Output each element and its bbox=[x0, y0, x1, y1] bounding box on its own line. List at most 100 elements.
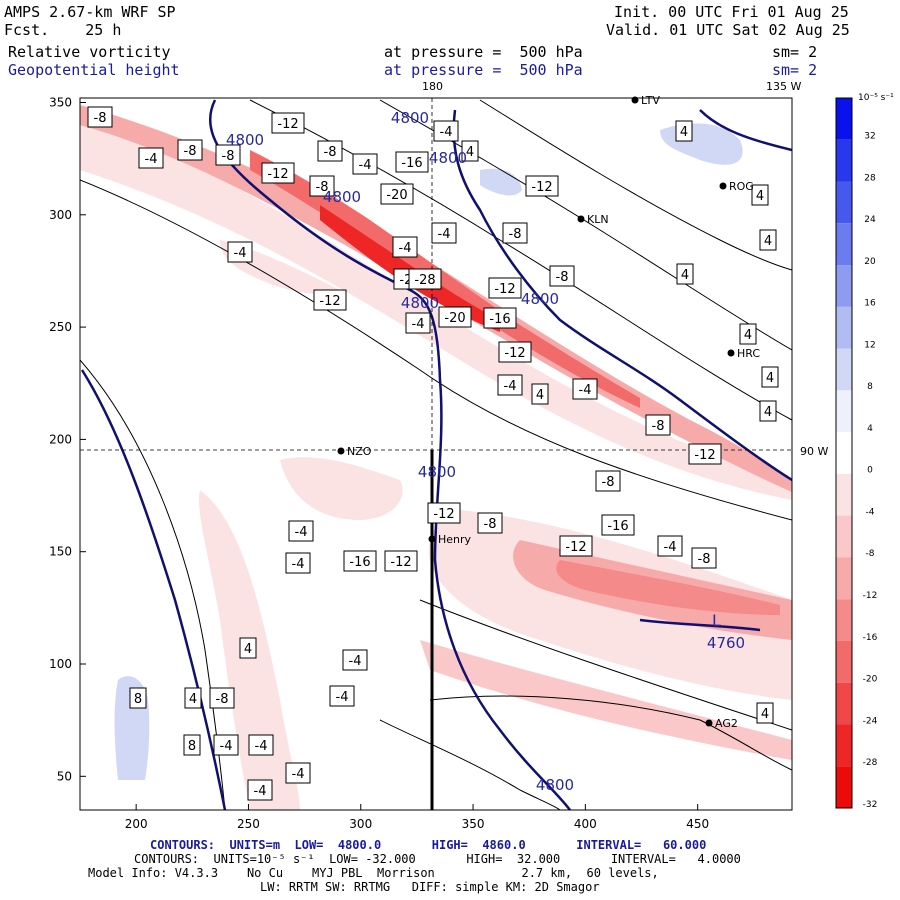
colorbar-label: -28 bbox=[863, 758, 878, 768]
vorticity-contour-label: 4 bbox=[759, 400, 777, 422]
vorticity-contour-label: -4 bbox=[352, 153, 378, 175]
vorticity-contour-label: -8 bbox=[477, 512, 503, 534]
colorbar-label: -4 bbox=[866, 507, 875, 517]
vorticity-contour-label: -28 bbox=[408, 268, 442, 290]
colorbar-label: 24 bbox=[864, 215, 876, 225]
vorticity-contour-label: -16 bbox=[601, 514, 635, 536]
svg-text:4: 4 bbox=[536, 388, 544, 403]
vorticity-contour-label: -4 bbox=[657, 535, 683, 557]
vorticity-contour-label: -12 bbox=[525, 175, 559, 197]
vorticity-contour-label: -8 bbox=[309, 175, 335, 197]
svg-text:-8: -8 bbox=[698, 552, 711, 567]
colorbar-swatch bbox=[836, 390, 852, 433]
valid-time: Valid. 01 UTC Sat 02 Aug 25 bbox=[606, 21, 850, 39]
height-contour-label: 4800 bbox=[226, 131, 264, 149]
height-contour-label: 4800 bbox=[391, 109, 429, 127]
field2-level: at pressure = 500 hPa bbox=[384, 61, 583, 79]
station-marker: NZO bbox=[337, 445, 372, 458]
vorticity-contour-label: -4 bbox=[227, 241, 253, 263]
svg-text:4: 4 bbox=[761, 707, 769, 722]
vorticity-contour-label: -12 bbox=[498, 341, 532, 363]
height-contour-label: 4800 bbox=[418, 463, 456, 481]
y-tick-label: 150 bbox=[49, 545, 72, 559]
svg-text:-4: -4 bbox=[295, 525, 308, 540]
svg-text:-4: -4 bbox=[359, 158, 372, 173]
plot-frame bbox=[79, 97, 793, 811]
height-contour-label: 4800 bbox=[323, 188, 361, 206]
svg-text:HRC: HRC bbox=[737, 347, 760, 360]
vorticity-contour-label: -4 bbox=[405, 312, 431, 334]
vorticity-contour-label: -8 bbox=[215, 144, 241, 166]
svg-text:-12: -12 bbox=[319, 294, 340, 309]
colorbar-frame bbox=[835, 97, 853, 809]
svg-text:4: 4 bbox=[764, 234, 772, 249]
vorticity-contour-label: 4 bbox=[184, 687, 202, 709]
vorticity-contour-label: -4 bbox=[288, 520, 314, 542]
svg-text:ROG: ROG bbox=[729, 180, 754, 193]
svg-text:4: 4 bbox=[244, 642, 252, 657]
svg-text:-12: -12 bbox=[565, 540, 586, 555]
vorticity-contour-label: -16 bbox=[395, 151, 429, 173]
colorbar-swatch bbox=[836, 473, 852, 516]
vorticity-contour-label: -4 bbox=[138, 147, 164, 169]
colorbar-swatch bbox=[836, 265, 852, 307]
station-marker: Henry bbox=[428, 533, 472, 546]
colorbar-unit: 10⁻⁵ s⁻¹ bbox=[858, 93, 894, 103]
vorticity-contour-label: 4 bbox=[761, 366, 779, 388]
svg-text:-12: -12 bbox=[277, 117, 298, 132]
vorticity-contour-label: -4 bbox=[392, 236, 418, 258]
colorbar-swatch bbox=[836, 139, 852, 182]
svg-text:-4: -4 bbox=[254, 784, 267, 799]
vorticity-contour-label: -8 bbox=[595, 470, 621, 492]
axes: 200 250 300 350 400 450 50 100 150 200 250 300 350 bbox=[49, 95, 709, 831]
vorticity-contour-label: 4 bbox=[751, 184, 769, 206]
footer-vorticity-contours: CONTOURS: UNITS=10⁻⁵ s⁻¹ LOW= -32.000 HI… bbox=[134, 852, 741, 866]
colorbar-swatch bbox=[836, 306, 852, 349]
field1-level: at pressure = 500 hPa bbox=[384, 43, 583, 61]
low-marker: L bbox=[712, 611, 721, 630]
colorbar-swatch bbox=[836, 432, 852, 474]
svg-text:-4: -4 bbox=[504, 379, 517, 394]
svg-text:4: 4 bbox=[756, 189, 764, 204]
svg-text:LTV: LTV bbox=[641, 94, 660, 107]
svg-text:-4: -4 bbox=[399, 241, 412, 256]
vorticity-contour-label: -4 bbox=[431, 222, 457, 244]
colorbar-swatch bbox=[836, 515, 852, 558]
vorticity-contour-label: -20 bbox=[438, 306, 472, 328]
svg-text:4: 4 bbox=[680, 125, 688, 140]
vorticity-contour-label: -4 bbox=[572, 378, 598, 400]
svg-text:NZO: NZO bbox=[347, 445, 372, 458]
svg-text:-4: -4 bbox=[292, 557, 305, 572]
x-tick-label: 450 bbox=[686, 817, 709, 831]
height-contour-label: 4800 bbox=[521, 290, 559, 308]
vorticity-contour-label: -12 bbox=[427, 502, 461, 524]
svg-text:-4: -4 bbox=[579, 383, 592, 398]
x-tick-label: 300 bbox=[349, 817, 372, 831]
svg-text:-4: -4 bbox=[440, 125, 453, 140]
svg-text:-12: -12 bbox=[504, 346, 525, 361]
svg-text:-8: -8 bbox=[652, 419, 665, 434]
colorbar-label: -8 bbox=[866, 549, 875, 559]
colorbar-swatch bbox=[836, 640, 852, 683]
vorticity-contour-label: -8 bbox=[177, 139, 203, 161]
colorbar-swatch bbox=[836, 724, 852, 767]
svg-text:-4: -4 bbox=[234, 246, 247, 261]
field1-name: Relative vorticity bbox=[8, 43, 171, 61]
y-tick-label: 300 bbox=[49, 208, 72, 222]
vorticity-contour-label: -4 bbox=[329, 685, 355, 707]
height-contour-label: 4800 bbox=[429, 149, 467, 167]
x-tick-label: 250 bbox=[237, 817, 260, 831]
vorticity-contour-label: -12 bbox=[313, 289, 347, 311]
svg-text:-12: -12 bbox=[494, 282, 515, 297]
svg-text:-4: -4 bbox=[438, 227, 451, 242]
svg-text:-12: -12 bbox=[390, 555, 411, 570]
svg-text:-4: -4 bbox=[349, 654, 362, 669]
vorticity-contour-label: 4 bbox=[675, 120, 693, 142]
vorticity-contour-label: -8 bbox=[87, 106, 113, 128]
vorticity-contour-label: -4 bbox=[248, 734, 274, 756]
svg-text:-8: -8 bbox=[184, 144, 197, 159]
colorbar-label: -32 bbox=[863, 800, 878, 810]
svg-text:Henry: Henry bbox=[438, 533, 472, 546]
height-contour-label: 4800 bbox=[401, 294, 439, 312]
